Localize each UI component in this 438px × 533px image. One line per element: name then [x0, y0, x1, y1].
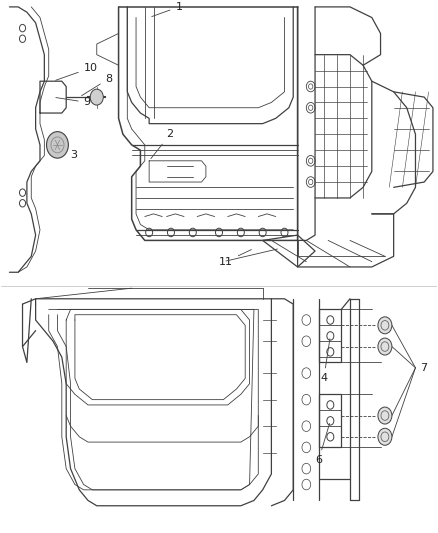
Text: 3: 3 — [60, 147, 78, 160]
Circle shape — [378, 338, 392, 355]
Circle shape — [378, 317, 392, 334]
Text: 2: 2 — [151, 130, 174, 159]
Text: 9: 9 — [56, 98, 91, 108]
Text: 7: 7 — [420, 363, 427, 373]
Text: 10: 10 — [56, 63, 98, 80]
Circle shape — [90, 89, 103, 105]
Text: 8: 8 — [81, 74, 113, 95]
Circle shape — [46, 132, 68, 158]
Text: 6: 6 — [315, 424, 329, 465]
Text: 4: 4 — [320, 338, 330, 383]
Text: 11: 11 — [219, 249, 251, 266]
Text: 1: 1 — [152, 2, 182, 17]
Circle shape — [378, 407, 392, 424]
Circle shape — [378, 429, 392, 445]
